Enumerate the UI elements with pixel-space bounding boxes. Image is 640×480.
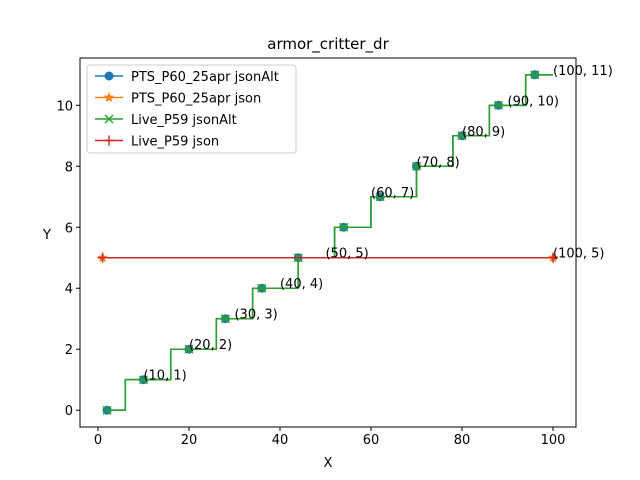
x-tick-label: 60	[363, 433, 380, 448]
y-tick-label: 10	[56, 99, 73, 114]
legend-marker	[104, 71, 114, 81]
x-tick-label: 20	[181, 433, 198, 448]
y-axis-label: Y	[42, 228, 51, 243]
y-tick-label: 6	[65, 221, 73, 236]
series-3	[97, 252, 559, 263]
x-tick-label: 0	[94, 433, 102, 448]
y-tick-label: 8	[65, 160, 73, 175]
data-point	[339, 222, 349, 232]
data-point	[457, 131, 467, 141]
annotation-label: (80, 9)	[462, 125, 505, 140]
data-point	[530, 70, 540, 80]
x-axis-label: X	[324, 456, 333, 471]
annotation-label: (50, 5)	[325, 247, 368, 262]
plot-area	[97, 70, 559, 415]
legend-marker	[104, 135, 114, 146]
annotation-label: (60, 7)	[371, 186, 414, 201]
data-point	[375, 192, 385, 202]
data-point	[548, 252, 559, 263]
y-tick-label: 2	[65, 343, 73, 358]
legend-box	[86, 64, 297, 154]
annotation-label: (90, 10)	[508, 94, 560, 109]
legend-marker	[104, 114, 114, 124]
data-point	[138, 375, 149, 385]
data-point	[257, 283, 267, 293]
axis-ticks: 0 20 40 60 80 100 0 2 4 6 8 10	[56, 99, 565, 448]
legend-label: PTS_P60_25apr json	[131, 92, 261, 107]
x-tick-label: 40	[272, 433, 289, 448]
data-point	[220, 314, 230, 324]
legend-label: PTS_P60_25apr jsonAlt	[131, 70, 279, 85]
annotation-label: (10, 1)	[143, 369, 186, 384]
y-tick-label: 0	[65, 404, 73, 419]
annotation-label: (100, 5)	[553, 247, 605, 262]
legend-entry: PTS_P60_25apr json	[95, 92, 261, 107]
annotation-label: (20, 2)	[189, 338, 232, 353]
legend-marker	[103, 91, 115, 103]
legend: PTS_P60_25apr jsonAlt PTS_P60_25apr json L…	[86, 64, 297, 154]
data-point	[493, 100, 503, 110]
x-tick-label: 80	[454, 433, 471, 448]
legend-entry: PTS_P60_25apr jsonAlt	[95, 70, 279, 85]
legend-label: Live_P59 json	[131, 135, 219, 150]
legend-entry: Live_P59 json	[95, 135, 219, 150]
legend-entry: Live_P59 jsonAlt	[95, 113, 237, 128]
annotation-label: (100, 11)	[553, 64, 613, 79]
data-point	[184, 344, 194, 354]
data-point	[102, 405, 112, 415]
legend-label: Live_P59 jsonAlt	[131, 113, 237, 128]
chart-title: armor_critter_dr	[267, 35, 389, 54]
data-point	[97, 252, 108, 263]
y-tick-label: 4	[65, 282, 73, 297]
x-tick-label: 100	[541, 433, 566, 448]
annotation-label: (30, 3)	[234, 308, 277, 323]
annotations: (10, 1) (20, 2)(30, 3) (40, 4)(50, 5) (60, …	[143, 64, 612, 384]
axes-frame	[79, 57, 577, 428]
annotation-label: (40, 4)	[280, 277, 323, 292]
annotation-label: (70, 8)	[417, 155, 460, 170]
data-point	[411, 161, 422, 171]
